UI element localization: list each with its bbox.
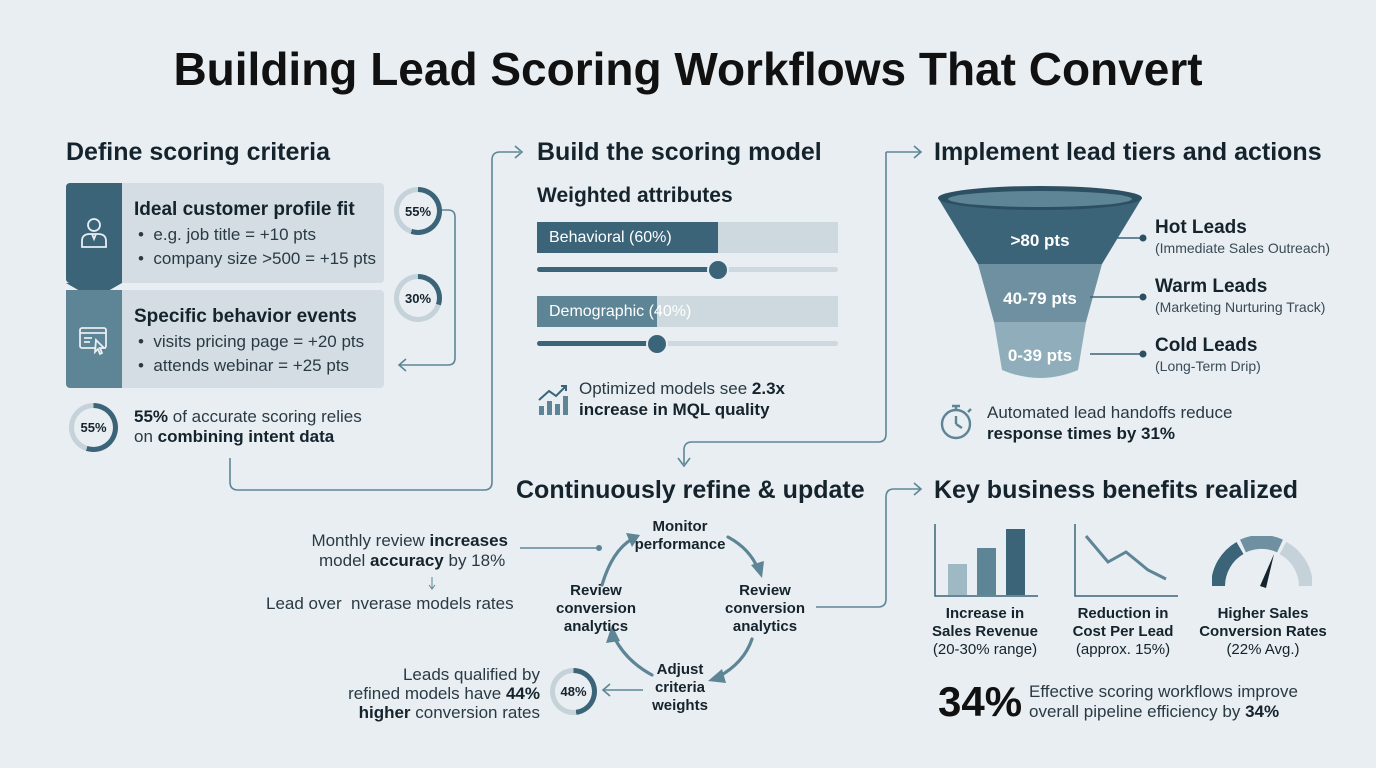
pipeline-efficiency-figure: 34% xyxy=(938,678,1023,725)
demographic-slider[interactable] xyxy=(537,341,838,346)
stopwatch-icon xyxy=(938,402,974,447)
icp-bullet-1: • e.g. job title = +10 pts xyxy=(138,225,316,244)
tier-name-cold: Cold Leads xyxy=(1155,335,1258,356)
behavioral-slider-knob[interactable] xyxy=(706,259,729,281)
tiers-heading: Implement lead tiers and actions xyxy=(934,138,1322,166)
tier-sub-cold: (Long-Term Drip) xyxy=(1155,358,1261,374)
handoff-stat-line2: response times by 31% xyxy=(987,424,1176,443)
icp-fit-title: Ideal customer profile fit xyxy=(134,199,355,220)
behavior-bullet-2: • attends webinar = +25 pts xyxy=(138,356,350,375)
tier-sub-hot: (Immediate Sales Outreach) xyxy=(1155,240,1331,256)
cycle-step-monitor: Monitor performance xyxy=(634,518,726,553)
monthly-review-line1: Monthly review increases xyxy=(311,531,508,550)
icp-ring: 55% xyxy=(394,187,442,235)
demographic-bar: Demographic (40%) xyxy=(537,296,838,327)
qualified-note-line1: Leads qualified by xyxy=(402,665,540,684)
behavioral-bar-fill: Behavioral (60%) xyxy=(537,222,718,253)
intent-ring: 55% xyxy=(69,403,118,452)
intent-stat-line1: 55% of accurate scoring relies xyxy=(134,407,362,426)
pipeline-stat-line2: overall pipeline efficiency by 34% xyxy=(1029,702,1280,721)
benefits-heading: Key business benefits realized xyxy=(934,476,1299,504)
browser-click-icon xyxy=(78,326,110,361)
pipeline-stat-line1: Effective scoring workflows improve xyxy=(1029,682,1298,701)
icp-bullet-2: • company size >500 = +15 pts xyxy=(138,249,376,268)
model-heading: Build the scoring model xyxy=(537,138,822,166)
refine-heading: Continuously refine & update xyxy=(516,476,865,504)
criteria-heading: Define scoring criteria xyxy=(66,138,330,166)
tier-pointers xyxy=(1090,234,1147,358)
revenue-bar-icon xyxy=(934,524,1038,597)
behavioral-slider[interactable] xyxy=(537,267,838,272)
benefit-revenue: Increase in Sales Revenue (20-30% range) xyxy=(932,605,1038,658)
mql-stat-line1: Optimized models see 2.3x xyxy=(579,379,785,398)
lead-funnel xyxy=(938,186,1142,378)
user-id-icon xyxy=(78,215,110,254)
benefit-cost: Reduction in Cost Per Lead (approx. 15%) xyxy=(1072,605,1174,658)
refine-cycle-arrows xyxy=(600,533,764,683)
weighted-attributes-heading: Weighted attributes xyxy=(537,184,733,207)
behavior-bullet-1: • visits pricing page = +20 pts xyxy=(138,332,365,351)
mql-stat-line2: increase in MQL quality xyxy=(579,400,770,419)
demographic-bar-fill: Demographic (40%) xyxy=(537,296,691,327)
conversion-gauge-icon xyxy=(1212,536,1312,588)
cycle-step-adjust: Adjust criteria weights xyxy=(652,661,708,714)
monthly-review-line2: model accuracy by 18% xyxy=(319,551,506,570)
benefit-conversion: Higher Sales Conversion Rates (22% Avg.) xyxy=(1199,605,1327,658)
tier-range-warm: 40-79 pts xyxy=(1003,289,1077,308)
behavior-ring: 30% xyxy=(394,274,442,322)
cost-decline-icon xyxy=(1074,524,1178,597)
growth-chart-icon xyxy=(537,382,569,421)
tier-name-warm: Warm Leads xyxy=(1155,276,1268,297)
qualified-note-line3: higher conversion rates xyxy=(358,703,540,722)
cycle-step-review-right: Review conversion analytics xyxy=(724,582,806,635)
tier-sub-warm: (Marketing Nurturing Track) xyxy=(1155,299,1326,315)
cycle-step-review-left: Review conversion analytics xyxy=(555,582,637,635)
handoff-stat-line1: Automated lead handoffs reduce xyxy=(987,403,1233,422)
page-title: Building Lead Scoring Workflows That Con… xyxy=(173,43,1203,95)
tier-range-cold: 0-39 pts xyxy=(1007,346,1073,365)
lead-over-note: Lead over nverase models rates xyxy=(266,594,514,613)
behavior-events-card: Specific behavior events • visits pricin… xyxy=(66,290,384,388)
tier-name-hot: Hot Leads xyxy=(1155,217,1247,238)
behavior-events-title: Specific behavior events xyxy=(134,306,357,327)
qualified-note-line2: refined models have 44% xyxy=(348,684,540,703)
conversion-ring: 48% xyxy=(550,668,597,715)
behavioral-bar: Behavioral (60%) xyxy=(537,222,838,253)
icp-fit-card: Ideal customer profile fit • e.g. job ti… xyxy=(66,183,384,283)
demographic-slider-knob[interactable] xyxy=(646,333,669,355)
tier-range-hot: >80 pts xyxy=(1010,231,1070,250)
intent-stat-line2: on combining intent data xyxy=(134,427,335,446)
